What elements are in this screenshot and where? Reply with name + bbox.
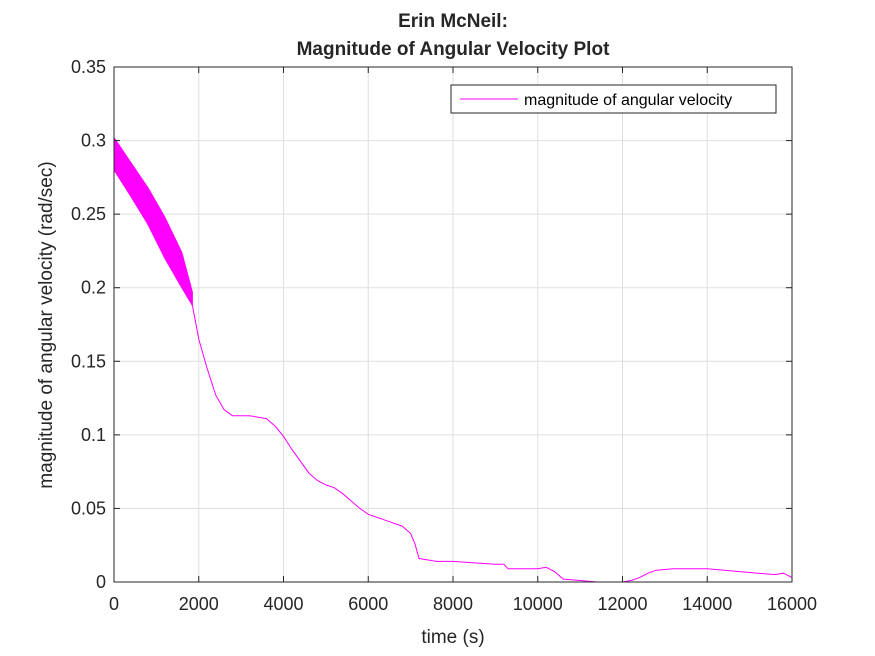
y-axis-label: magnitude of angular velocity (rad/sec): [36, 161, 57, 488]
chart-subtitle: Magnitude of Angular Velocity Plot: [297, 39, 610, 60]
legend: magnitude of angular velocity: [450, 84, 777, 114]
x-tick-label: 2000: [179, 594, 219, 614]
axis-ticks: 0 2000 4000 6000 8000 10000 12000 14000 16000 0 0.…: [71, 57, 817, 614]
chart-title: Erin McNeil:: [398, 11, 508, 32]
y-tick-label: 0.2: [81, 278, 106, 298]
y-tick-label: 0: [96, 572, 106, 592]
grid: [114, 67, 792, 582]
series-line: [191, 305, 793, 583]
x-tick-label: 12000: [597, 594, 647, 614]
y-tick-label: 0.15: [71, 351, 106, 371]
x-tick-label: 8000: [433, 594, 473, 614]
x-tick-label: 10000: [513, 594, 563, 614]
plot-lines: [113, 135, 793, 583]
y-tick-label: 0.25: [71, 204, 106, 224]
x-axis-label: time (s): [421, 627, 484, 648]
x-tick-label: 4000: [263, 594, 303, 614]
y-tick-label: 0.1: [81, 425, 106, 445]
y-tick-label: 0.05: [71, 498, 106, 518]
legend-label: magnitude of angular velocity: [524, 92, 732, 109]
y-tick-label: 0.35: [71, 57, 106, 77]
x-tick-label: 16000: [767, 594, 817, 614]
x-tick-label: 14000: [682, 594, 732, 614]
x-tick-label: 6000: [348, 594, 388, 614]
y-tick-label: 0.3: [81, 131, 106, 151]
x-tick-label: 0: [109, 594, 119, 614]
